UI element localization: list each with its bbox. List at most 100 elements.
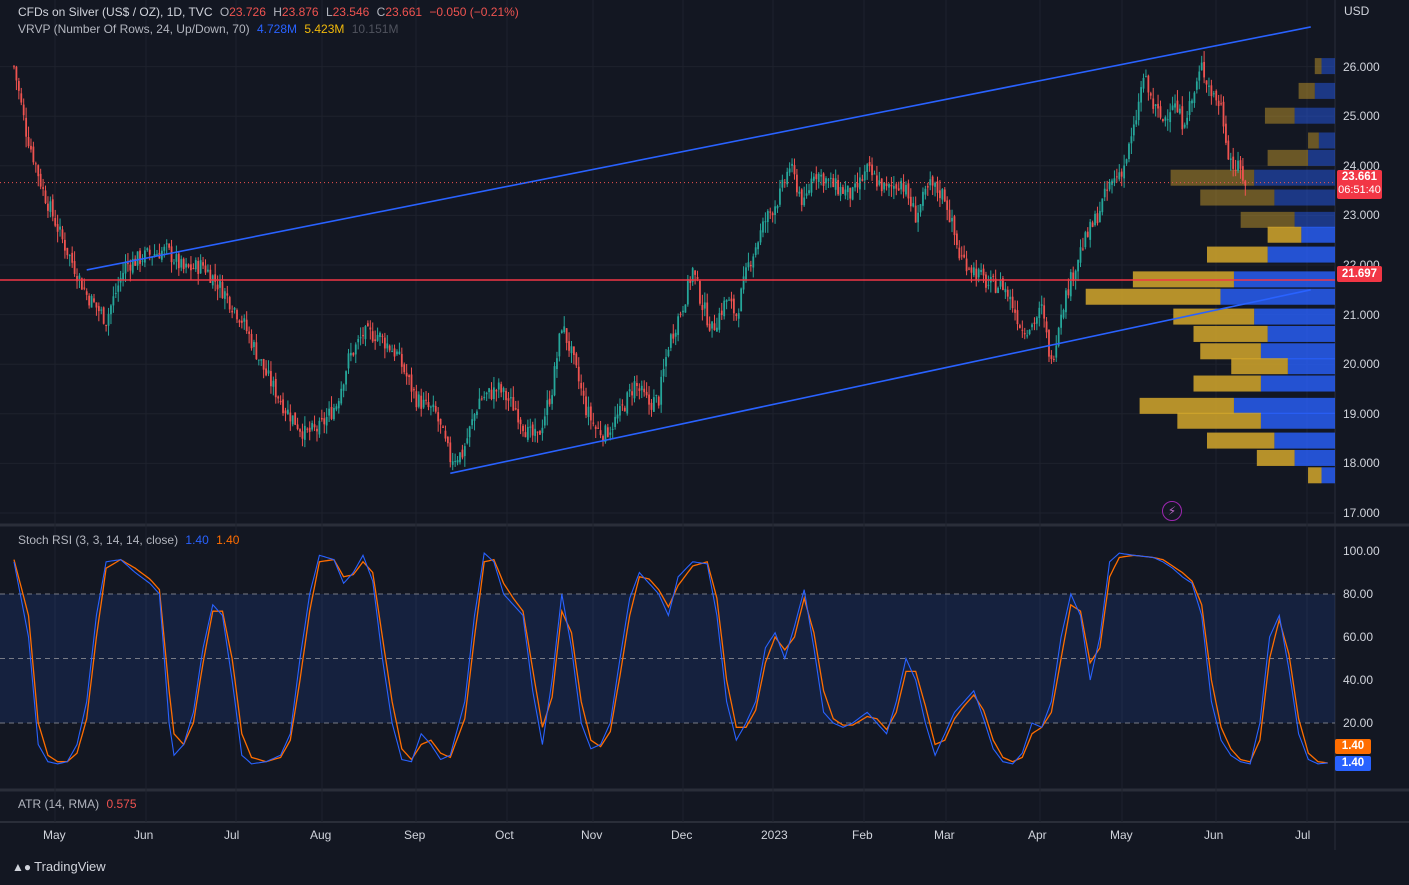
candle-body [350, 352, 352, 356]
candle-body [682, 310, 684, 313]
candle-body [1237, 160, 1239, 171]
candle-body [1118, 172, 1121, 180]
candle-body [112, 296, 115, 306]
candle-body [936, 181, 939, 193]
tradingview-logo[interactable]: ▲● TradingView [12, 859, 106, 874]
candle-body [691, 268, 694, 283]
candle-body [146, 248, 149, 251]
candle-body [369, 327, 372, 330]
candle-body [919, 204, 922, 213]
candle-body [810, 178, 813, 193]
price-tick-label: 19.000 [1343, 406, 1380, 421]
candle-body [80, 278, 83, 290]
candle-body [1050, 355, 1053, 359]
candle-body [1120, 171, 1123, 177]
candle-body [1038, 307, 1041, 319]
candle-body [347, 353, 350, 369]
candle-body [66, 247, 69, 256]
candle-body [207, 269, 209, 272]
volume-profile-down [1308, 467, 1322, 484]
candle-body [323, 418, 326, 425]
candle-body [434, 406, 437, 412]
candle-body [337, 401, 340, 409]
candle-body [732, 298, 735, 314]
candle-body [25, 117, 28, 137]
candle-body [558, 333, 561, 357]
candle-body [240, 320, 243, 323]
candle-body [594, 426, 597, 429]
candle-body [524, 432, 527, 438]
candle-body [749, 264, 752, 267]
candle-body [803, 197, 806, 206]
candle-body [270, 371, 272, 387]
candle-body [466, 438, 469, 444]
candle-body [34, 163, 37, 165]
volume-profile-up [1301, 226, 1335, 243]
candle-body [294, 412, 297, 425]
candle-body [299, 429, 301, 432]
candle-body [330, 406, 333, 419]
candle-body [1014, 309, 1016, 313]
candle-body [800, 189, 803, 205]
candle-body [289, 412, 292, 422]
candle-body [413, 389, 415, 391]
candle-body [543, 416, 546, 426]
candle-body [529, 426, 532, 428]
candle-body [505, 390, 507, 401]
candle-body [427, 402, 430, 408]
candle-body [977, 269, 980, 278]
candle-body [699, 280, 701, 304]
candle-body [694, 270, 697, 275]
candle-body [182, 258, 185, 269]
last-price-badge: 23.661 06:51:40 [1337, 170, 1382, 199]
candle-body [902, 183, 905, 192]
time-tick-label: Jun [1204, 828, 1224, 842]
candle-body [626, 392, 629, 414]
candle-body [679, 313, 682, 315]
candle-body [985, 274, 987, 288]
candle-body [914, 205, 917, 223]
candle-body [672, 333, 675, 339]
candle-body [316, 428, 318, 432]
candle-body [968, 268, 970, 270]
candle-body [90, 295, 93, 308]
candle-body [606, 427, 609, 437]
candle-body [354, 344, 357, 355]
candle-body [209, 269, 212, 283]
candle-body [640, 385, 643, 391]
candle-body [180, 259, 183, 268]
ohlc-close: C23.661 [376, 5, 423, 19]
candle-body [796, 174, 798, 193]
volume-profile-down [1200, 343, 1261, 360]
time-tick-label: 2023 [761, 828, 788, 842]
candle-body [253, 341, 255, 348]
candle-body [728, 299, 730, 301]
candle-body [677, 316, 680, 335]
candle-body [832, 178, 835, 188]
candle-body [1154, 104, 1157, 107]
candle-body [614, 416, 617, 427]
candle-body [929, 179, 932, 186]
candle-body [897, 188, 900, 191]
candle-body [1229, 158, 1232, 160]
candle-body [866, 164, 869, 172]
candle-body [219, 280, 221, 288]
candle-body [563, 326, 566, 333]
candle-body [769, 211, 772, 213]
candle-body [992, 275, 995, 277]
candle-body [13, 66, 15, 68]
candle-body [376, 334, 379, 341]
volume-profile-up [1321, 58, 1335, 75]
candle-body [461, 449, 464, 458]
candle-body [485, 392, 488, 395]
candle-body [1048, 329, 1050, 357]
candle-body [493, 387, 495, 400]
candle-body [834, 178, 837, 190]
price-tick-label: 25.000 [1343, 109, 1380, 124]
candle-body [1162, 119, 1164, 121]
candle-body [359, 337, 362, 339]
candle-body [274, 378, 277, 398]
time-tick-label: Jun [134, 828, 154, 842]
lightning-icon[interactable]: ⚡ [1162, 501, 1182, 521]
